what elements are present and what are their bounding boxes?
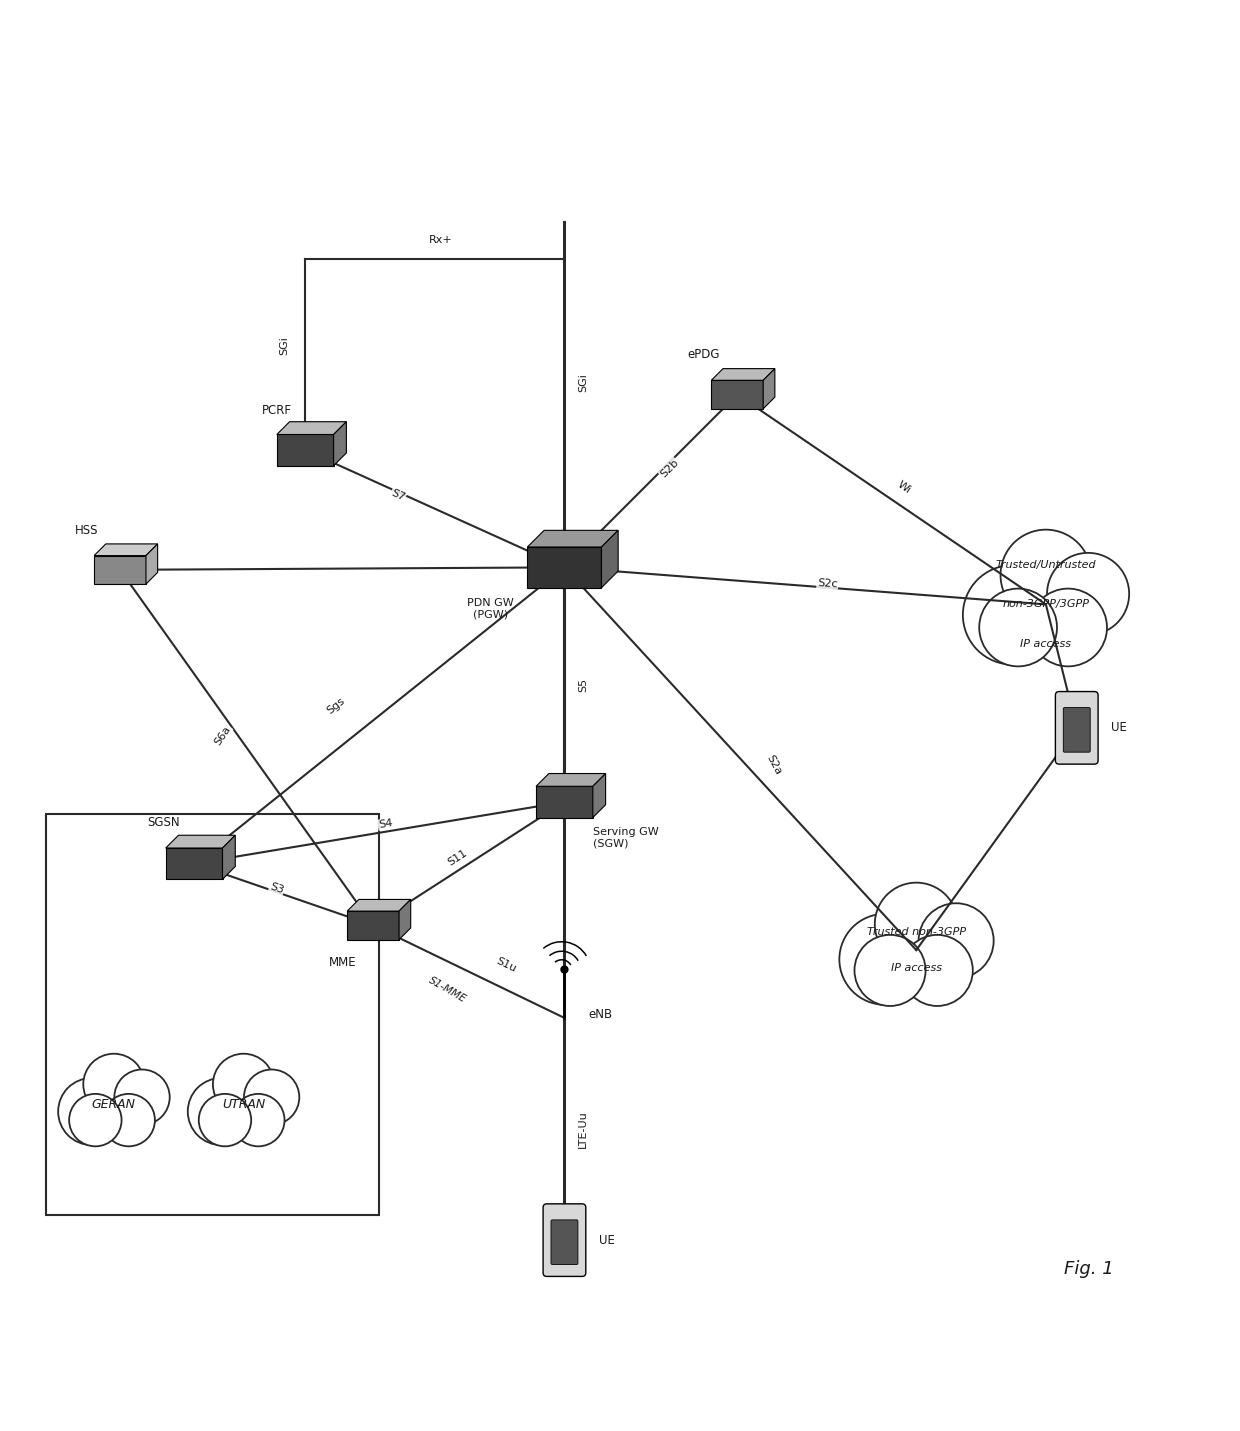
Text: IP access: IP access bbox=[1021, 640, 1071, 650]
Text: PCRF: PCRF bbox=[262, 404, 291, 416]
Text: ePDG: ePDG bbox=[688, 348, 720, 361]
FancyBboxPatch shape bbox=[1055, 691, 1099, 764]
Text: S2c: S2c bbox=[817, 578, 838, 590]
Polygon shape bbox=[166, 836, 236, 849]
Polygon shape bbox=[399, 900, 410, 940]
Circle shape bbox=[560, 966, 568, 973]
Text: UTRAN: UTRAN bbox=[222, 1098, 265, 1110]
Text: SGi: SGi bbox=[279, 336, 289, 355]
Text: UE: UE bbox=[599, 1234, 615, 1246]
Polygon shape bbox=[94, 555, 146, 584]
Text: Fig. 1: Fig. 1 bbox=[1064, 1259, 1114, 1278]
Text: HSS: HSS bbox=[74, 524, 98, 537]
Polygon shape bbox=[763, 369, 775, 409]
Text: S4: S4 bbox=[378, 819, 393, 830]
Text: LTE-Uu: LTE-Uu bbox=[578, 1110, 588, 1148]
FancyBboxPatch shape bbox=[551, 1219, 578, 1265]
Text: SGi: SGi bbox=[578, 372, 588, 392]
FancyBboxPatch shape bbox=[543, 1203, 585, 1276]
Polygon shape bbox=[166, 849, 222, 879]
Polygon shape bbox=[347, 912, 399, 940]
Polygon shape bbox=[527, 547, 601, 588]
Text: S2a: S2a bbox=[765, 753, 784, 777]
Text: S2b: S2b bbox=[658, 458, 681, 479]
Text: Trusted/Untrusted: Trusted/Untrusted bbox=[996, 560, 1096, 570]
Polygon shape bbox=[712, 381, 763, 409]
Text: MME: MME bbox=[329, 956, 356, 969]
Polygon shape bbox=[593, 774, 605, 817]
Polygon shape bbox=[712, 369, 775, 381]
Text: IP access: IP access bbox=[890, 963, 941, 973]
Bar bbox=[46, 814, 379, 1215]
Polygon shape bbox=[94, 544, 157, 555]
Text: UE: UE bbox=[1111, 721, 1127, 734]
Text: Wi: Wi bbox=[895, 479, 913, 495]
FancyBboxPatch shape bbox=[1063, 707, 1090, 753]
Text: Serving GW
(SGW): Serving GW (SGW) bbox=[593, 827, 658, 849]
Text: Rx+: Rx+ bbox=[429, 235, 453, 245]
Text: PDN GW
(PGW): PDN GW (PGW) bbox=[467, 598, 513, 620]
Polygon shape bbox=[222, 836, 236, 879]
Text: S11: S11 bbox=[445, 847, 469, 867]
Text: Trusted non-3GPP: Trusted non-3GPP bbox=[867, 927, 966, 937]
Text: S5: S5 bbox=[578, 677, 588, 691]
Text: S7: S7 bbox=[389, 488, 407, 504]
Text: non-3GPP/3GPP: non-3GPP/3GPP bbox=[1002, 600, 1090, 610]
Polygon shape bbox=[146, 544, 157, 584]
Polygon shape bbox=[277, 422, 346, 435]
Polygon shape bbox=[277, 435, 334, 465]
Text: eNB: eNB bbox=[588, 1007, 613, 1020]
Text: S1u: S1u bbox=[495, 956, 518, 975]
Polygon shape bbox=[601, 531, 619, 588]
Text: Sgs: Sgs bbox=[325, 695, 347, 716]
Text: S1-MME: S1-MME bbox=[427, 975, 467, 1005]
Polygon shape bbox=[347, 900, 410, 912]
Polygon shape bbox=[527, 531, 619, 547]
Text: GERAN: GERAN bbox=[92, 1098, 136, 1110]
Text: SGSN: SGSN bbox=[148, 816, 180, 829]
Polygon shape bbox=[536, 774, 605, 786]
Polygon shape bbox=[334, 422, 346, 465]
Text: S6a: S6a bbox=[212, 724, 233, 747]
Polygon shape bbox=[536, 786, 593, 817]
Text: S3: S3 bbox=[269, 881, 285, 896]
